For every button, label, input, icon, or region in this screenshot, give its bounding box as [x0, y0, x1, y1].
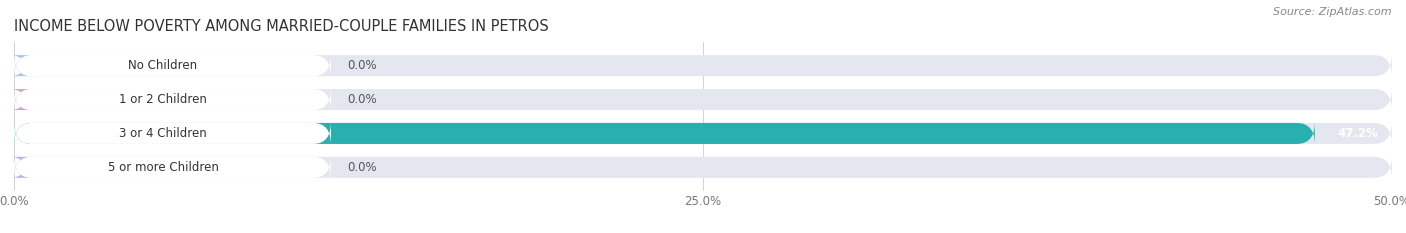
FancyBboxPatch shape: [14, 156, 330, 179]
FancyBboxPatch shape: [14, 156, 1392, 179]
Text: 1 or 2 Children: 1 or 2 Children: [120, 93, 207, 106]
Text: 47.2%: 47.2%: [1337, 127, 1378, 140]
FancyBboxPatch shape: [10, 54, 32, 77]
Text: 3 or 4 Children: 3 or 4 Children: [120, 127, 207, 140]
FancyBboxPatch shape: [14, 54, 1392, 77]
Text: No Children: No Children: [128, 59, 198, 72]
Text: 0.0%: 0.0%: [347, 161, 377, 174]
Text: Source: ZipAtlas.com: Source: ZipAtlas.com: [1274, 7, 1392, 17]
FancyBboxPatch shape: [14, 122, 1315, 145]
Text: INCOME BELOW POVERTY AMONG MARRIED-COUPLE FAMILIES IN PETROS: INCOME BELOW POVERTY AMONG MARRIED-COUPL…: [14, 19, 548, 34]
FancyBboxPatch shape: [10, 88, 32, 111]
FancyBboxPatch shape: [14, 122, 330, 145]
FancyBboxPatch shape: [14, 122, 1392, 145]
FancyBboxPatch shape: [10, 156, 32, 179]
Text: 5 or more Children: 5 or more Children: [108, 161, 218, 174]
FancyBboxPatch shape: [14, 88, 330, 111]
Text: 0.0%: 0.0%: [347, 93, 377, 106]
Text: 0.0%: 0.0%: [347, 59, 377, 72]
FancyBboxPatch shape: [14, 54, 330, 77]
FancyBboxPatch shape: [14, 88, 1392, 111]
